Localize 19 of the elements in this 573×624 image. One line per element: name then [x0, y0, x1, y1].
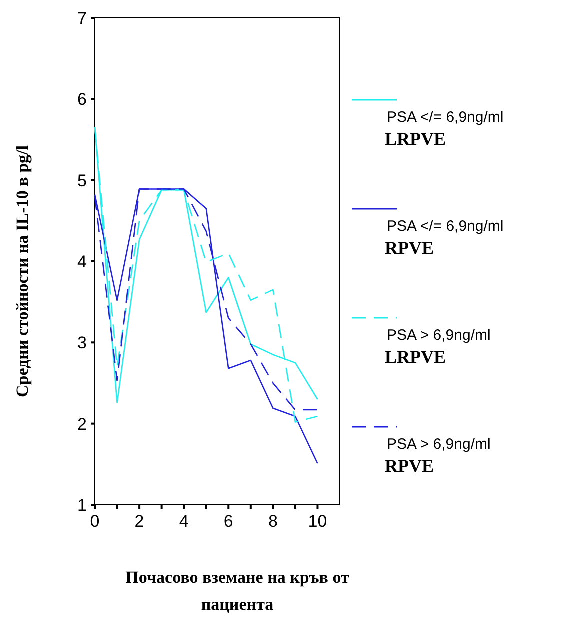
y-tick-label: 4 — [78, 252, 87, 272]
x-tick-label: 0 — [90, 512, 100, 531]
y-tick-label: 1 — [78, 496, 87, 515]
x-tick-label: 10 — [308, 512, 328, 531]
x-tick-label: 6 — [224, 512, 234, 531]
legend-label: PSA > 6,9ng/ml LRPVE — [385, 327, 491, 367]
legend-label: PSA > 6,9ng/ml RPVE — [385, 436, 491, 476]
y-tick-label: 2 — [78, 414, 87, 434]
y-tick-label: 6 — [78, 90, 87, 110]
y-tick-label: 7 — [78, 8, 87, 28]
y-axis-title: Средни стойности на IL-10 в pg/l — [13, 145, 32, 398]
x-tick-label: 8 — [268, 512, 278, 531]
legend-label: PSA </= 6,9ng/ml LRPVE — [385, 109, 504, 149]
y-tick-label: 5 — [78, 171, 87, 190]
x-tick-label: 4 — [179, 512, 189, 531]
legend-label: PSA </= 6,9ng/ml RPVE — [385, 218, 504, 258]
x-tick-label: 2 — [134, 512, 144, 531]
y-tick-label: 3 — [78, 334, 87, 353]
x-axis-title: Почасово вземане на кръв от пациента — [126, 568, 350, 614]
